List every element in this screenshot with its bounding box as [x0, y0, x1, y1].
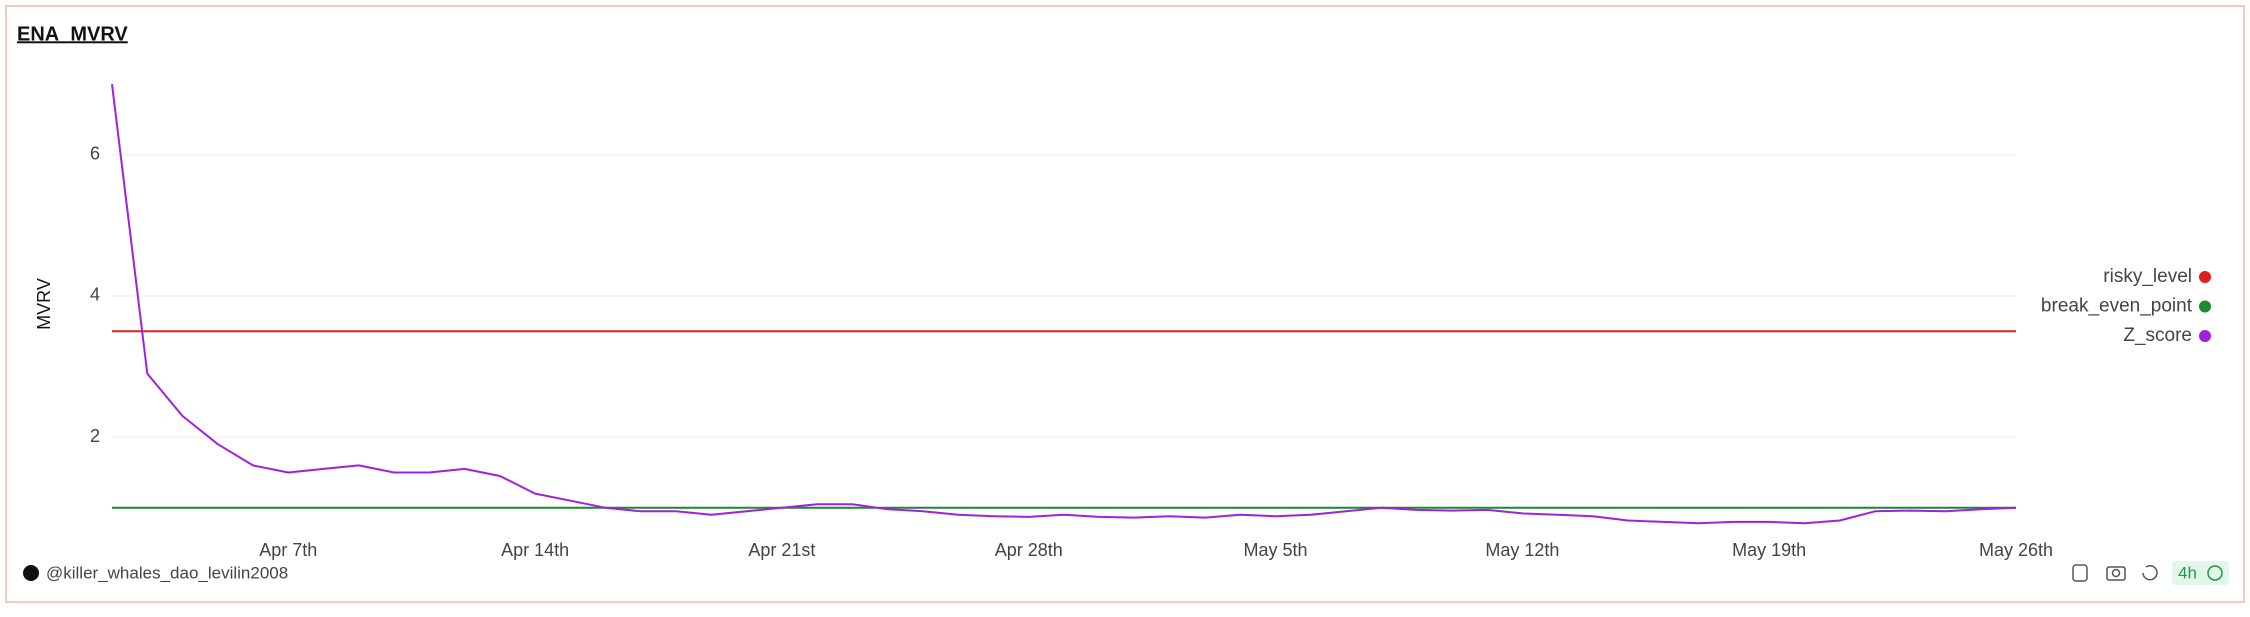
- x-tick-label: May 26th: [1979, 540, 2053, 560]
- x-tick-label: May 5th: [1244, 540, 1308, 560]
- icon-share[interactable]: [2072, 564, 2088, 582]
- icon-refresh[interactable]: [2142, 565, 2158, 581]
- legend-label: risky_level: [2103, 266, 2192, 287]
- x-tick-label: Apr 28th: [995, 540, 1063, 560]
- interval-badge[interactable]: [2172, 561, 2229, 585]
- legend-label: break_even_point: [2041, 296, 2193, 317]
- x-tick-label: Apr 14th: [501, 540, 569, 560]
- y-tick-label: 6: [90, 143, 100, 163]
- x-tick-label: Apr 21st: [748, 540, 815, 560]
- x-tick-label: May 19th: [1732, 540, 1806, 560]
- legend-marker: [2199, 330, 2211, 342]
- y-tick-label: 2: [90, 426, 100, 446]
- toolbar: 4h: [2072, 561, 2229, 585]
- user-avatar: [23, 565, 39, 581]
- y-tick-label: 4: [90, 285, 100, 305]
- x-tick-label: Apr 7th: [259, 540, 317, 560]
- chart-title[interactable]: ENA_MVRV: [17, 23, 128, 45]
- legend-marker: [2199, 300, 2211, 313]
- legend-marker: [2199, 271, 2211, 283]
- legend-label: Z_score: [2123, 325, 2192, 346]
- widget-border: [5, 5, 2245, 603]
- x-tick-label: May 12th: [1485, 540, 1559, 560]
- icon-camera[interactable]: [2106, 566, 2126, 581]
- icon-camera-lens: [2111, 568, 2121, 578]
- y-axis-label: MVRV: [34, 278, 54, 330]
- interval-check: [2207, 565, 2223, 581]
- interval-label: 4h: [2178, 563, 2197, 582]
- footer-user[interactable]: @killer_whales_dao_levilin2008: [46, 563, 288, 582]
- series-line: [111, 83, 2017, 525]
